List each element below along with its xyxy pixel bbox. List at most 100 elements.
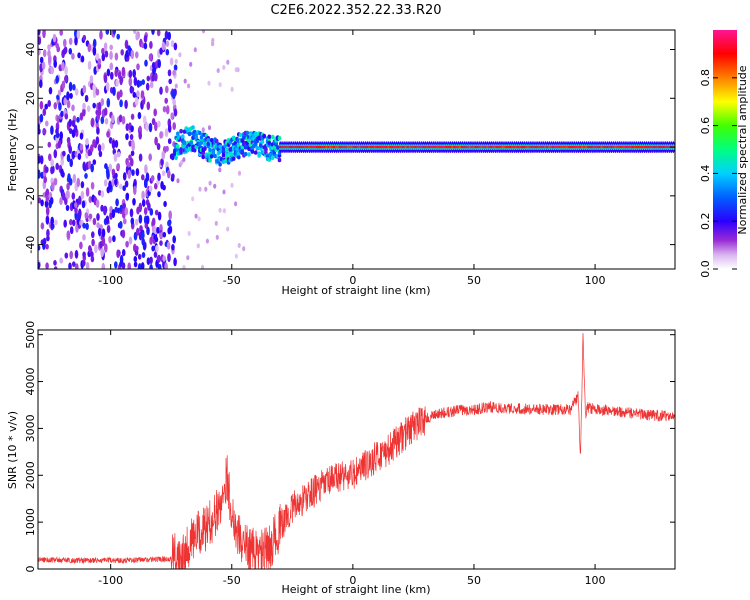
heatmap-cell-212 (77, 52, 81, 59)
heatmap-cell-226 (80, 181, 85, 189)
heatmap-cell-174 (68, 47, 73, 55)
heatmap-cell-670 (162, 255, 166, 262)
heatmap-cell-766 (218, 82, 222, 88)
heatmap-cell-361 (104, 243, 108, 253)
heatmap-cell-178 (68, 118, 72, 127)
heatmap-cell-532 (137, 253, 142, 260)
heatmap-cell-1116 (267, 134, 272, 139)
heatmap-cell-1124 (269, 152, 273, 157)
heatmap-cell-211 (76, 30, 81, 40)
heatmap-cell-393 (111, 178, 115, 187)
heatmap-cell-129 (60, 110, 64, 118)
heatmap-cell-689 (166, 241, 171, 250)
heatmap-cell-243 (82, 107, 86, 117)
heatmap-cell-460 (121, 66, 126, 77)
heatmap-cell-856 (192, 148, 197, 153)
heatmap-cell-594 (149, 81, 154, 89)
heatmap-cell-584 (146, 75, 151, 82)
heatmap-cell-774 (230, 86, 234, 92)
heatmap-cell-375 (106, 225, 111, 234)
heatmap-cell-149 (63, 97, 67, 106)
heatmap-cell-614 (152, 66, 157, 73)
y-tick-label: 40 (24, 43, 37, 57)
y-tick-label: 0 (24, 144, 37, 151)
heatmap-cell-77 (50, 216, 54, 226)
heatmap-cell-760 (213, 183, 217, 189)
heatmap-cell-806 (179, 149, 183, 154)
heatmap-cell-413 (114, 139, 119, 148)
heatmap-cell-164 (66, 182, 70, 191)
heatmap-cell-342 (101, 228, 106, 238)
heatmap-cell-902 (206, 138, 211, 143)
heatmap-cell-590 (148, 185, 153, 193)
heatmap-cell-565 (144, 164, 148, 174)
heatmap-cell-677 (165, 85, 169, 94)
heatmap-cell-347 (100, 247, 104, 258)
heatmap-cell-339 (100, 190, 105, 198)
heatmap-cell-678 (165, 48, 170, 56)
heatmap-cell-819 (182, 140, 187, 145)
heatmap-cell-162 (66, 91, 70, 101)
colorbar-tick-label: 0.8 (699, 69, 712, 87)
heatmap-cell-44 (45, 262, 49, 269)
heatmap-cell-572 (143, 42, 148, 50)
heatmap-cell-280 (91, 238, 95, 247)
spectrogram-x-axis-label: Height of straight line (km) (281, 284, 430, 297)
heatmap-cell-749 (201, 127, 205, 133)
heatmap-cell-400 (112, 86, 116, 97)
heatmap-cell-544 (137, 111, 142, 120)
heatmap-cell-908 (208, 147, 212, 153)
heatmap-cell-439 (118, 183, 123, 190)
heatmap-cell-500 (131, 169, 135, 176)
heatmap-cell-761 (214, 220, 218, 226)
heatmap-cell-45 (44, 103, 48, 110)
heatmap-cell-764 (218, 167, 222, 173)
heatmap-cell-300 (92, 102, 96, 109)
heatmap-cell-334 (97, 227, 102, 237)
heatmap-cell-456 (123, 218, 127, 225)
heatmap-cell-1004 (235, 146, 239, 152)
heatmap-cell-7 (38, 244, 41, 251)
heatmap-cell-302 (92, 217, 97, 226)
heatmap-cell-639 (157, 263, 162, 269)
heatmap-cell-477 (127, 262, 131, 269)
heatmap-cell-663 (163, 200, 167, 208)
heatmap-cell-245 (82, 102, 86, 110)
heatmap-cell-188 (72, 173, 77, 184)
heatmap-cell-145 (63, 219, 67, 228)
heatmap-cell-304 (92, 90, 97, 99)
heatmap-cell-233 (79, 112, 84, 121)
heatmap-cell-116 (57, 140, 62, 149)
heatmap-cell-755 (207, 80, 211, 86)
heatmap-cell-153 (63, 38, 67, 48)
heatmap-cell-168 (69, 158, 73, 168)
heatmap-cell-455 (122, 172, 127, 181)
heatmap-cell-618 (154, 72, 158, 82)
heatmap-cell-653 (159, 131, 163, 139)
heatmap-cell-636 (157, 120, 161, 128)
heatmap-cell-657 (159, 232, 164, 239)
heatmap-cell-862 (194, 135, 199, 140)
y-tick-label: 5000 (24, 321, 37, 349)
heatmap-cell-627 (155, 244, 159, 253)
heatmap-cell-363 (103, 205, 107, 214)
heatmap-cell-1156 (277, 136, 282, 141)
x-tick-label: 100 (585, 274, 606, 287)
heatmap-cell-343 (100, 204, 104, 212)
heatmap-cell-349 (101, 262, 106, 269)
heatmap-cell-495 (129, 133, 134, 141)
heatmap-cell-259 (85, 222, 89, 231)
heatmap-cell-765 (218, 207, 222, 213)
heatmap-cell-772 (226, 226, 230, 232)
heatmap-cell-716 (173, 42, 178, 51)
heatmap-cell-674 (164, 262, 168, 269)
colorbar-label: Normalized spectral amplitude (736, 65, 749, 234)
heatmap-cell-548 (141, 199, 146, 207)
heatmap-cell-688 (168, 78, 172, 85)
heatmap-cell-794 (176, 144, 180, 149)
heatmap-cell-752 (205, 238, 209, 244)
heatmap-cell-175 (69, 250, 73, 260)
heatmap-cell-706 (169, 57, 174, 66)
heatmap-cell-12 (38, 155, 41, 165)
heatmap-cell-150 (64, 65, 68, 76)
